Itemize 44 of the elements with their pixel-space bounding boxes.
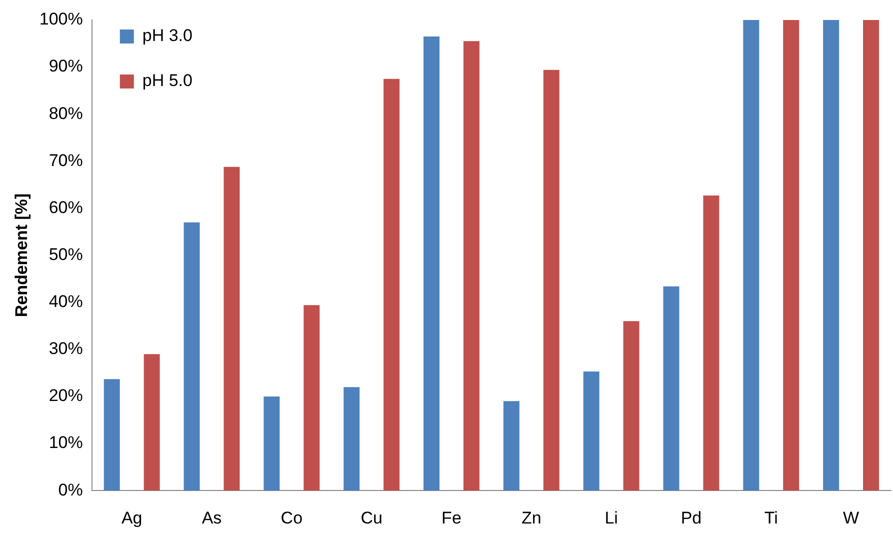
bar <box>264 396 280 491</box>
y-tick-label: 90% <box>48 56 83 76</box>
y-tick-label: 10% <box>48 433 83 452</box>
y-axis-title: Rendement [%] <box>12 193 31 318</box>
bar <box>503 401 520 491</box>
x-tick-label: Pd <box>680 508 702 528</box>
bar <box>703 196 720 491</box>
bar <box>743 20 760 491</box>
y-tick-label: 50% <box>48 244 83 264</box>
y-tick-label: 20% <box>48 386 83 406</box>
x-tick-label: Co <box>280 508 303 528</box>
x-tick-label: Ti <box>764 508 778 528</box>
bar <box>384 78 400 491</box>
bar <box>583 372 600 491</box>
bar <box>543 70 560 491</box>
bar <box>104 379 120 491</box>
x-tick-label: Fe <box>442 508 462 528</box>
bar <box>463 41 480 491</box>
bar <box>623 321 640 491</box>
bar <box>823 20 840 491</box>
bar <box>184 222 200 491</box>
bar <box>424 36 440 491</box>
x-tick-label: Zn <box>521 508 542 528</box>
bar <box>783 20 800 491</box>
bar <box>663 286 680 491</box>
x-tick-label: As <box>202 508 222 528</box>
x-tick-label: Li <box>604 508 618 528</box>
y-tick-label: 40% <box>48 292 83 312</box>
bar <box>863 20 880 491</box>
legend-label: pH 5.0 <box>142 71 192 90</box>
y-tick-label: 70% <box>48 150 83 170</box>
y-tick-label: 0% <box>58 480 83 500</box>
bar <box>304 305 320 491</box>
y-tick-label: 100% <box>39 10 83 29</box>
bar <box>224 166 240 491</box>
legend-label: pH 3.0 <box>142 26 192 46</box>
bar <box>344 387 360 491</box>
y-tick-label: 30% <box>48 339 83 358</box>
y-tick-label: 80% <box>48 104 83 123</box>
x-tick-label: Ag <box>121 508 142 528</box>
x-tick-label: Cu <box>360 508 382 528</box>
y-tick-label: 60% <box>48 198 83 217</box>
bar <box>144 354 160 491</box>
x-tick-label: W <box>843 508 860 528</box>
